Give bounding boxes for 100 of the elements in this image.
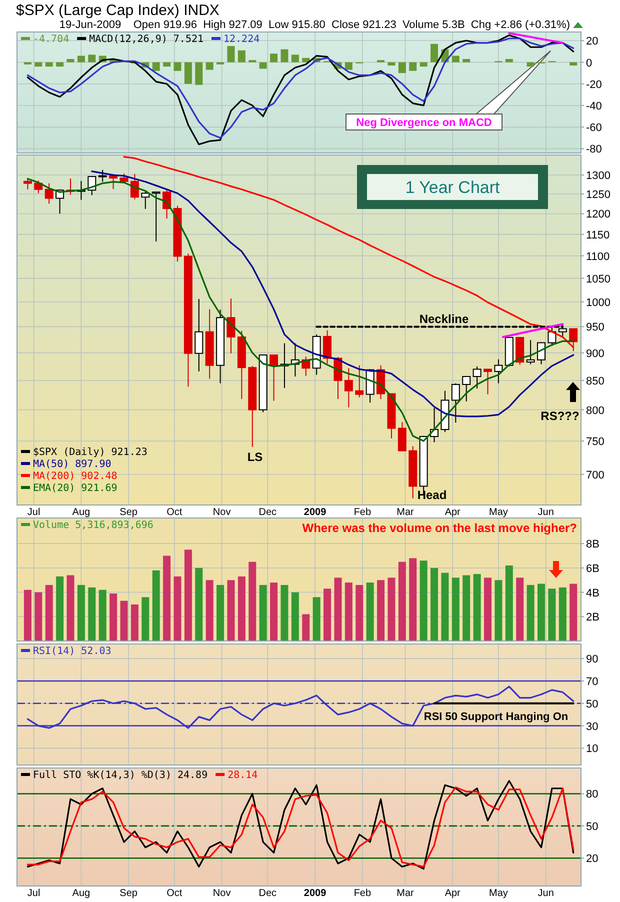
bar <box>248 562 256 641</box>
bar <box>344 582 352 641</box>
bar <box>130 604 138 641</box>
x-tick-label: Mar <box>396 888 414 899</box>
candlestick <box>462 376 471 402</box>
bar <box>570 62 578 66</box>
y-tick-label: 50 <box>586 820 598 833</box>
bar <box>24 590 32 641</box>
bar <box>238 50 246 62</box>
bar <box>334 578 342 641</box>
y-tick-label: -20 <box>586 78 602 91</box>
y-tick-label: 1250 <box>586 189 610 201</box>
bar <box>66 575 74 641</box>
legend-label: RSI(14) 52.03 <box>33 646 112 657</box>
x-tick-label: Jun <box>538 888 554 899</box>
legend-label: 28.14 <box>228 770 258 781</box>
bar <box>570 584 578 641</box>
legend-label: 12.224 <box>224 34 260 45</box>
candlestick <box>98 169 107 182</box>
x-tick-label: 2009 <box>304 888 327 899</box>
candlestick <box>44 182 54 204</box>
bar <box>526 584 534 641</box>
y-tick-label: 10 <box>586 743 598 756</box>
bar <box>388 62 396 66</box>
bar <box>462 575 470 641</box>
x-tick-label: Nov <box>212 507 231 518</box>
bar <box>120 600 128 641</box>
annotation: Neg Divergence on MACD <box>356 117 492 129</box>
bar <box>558 587 566 641</box>
x-tick-label: Jul <box>27 888 40 899</box>
bar <box>227 580 235 641</box>
legend-label: $SPX (Daily) 921.23 <box>33 447 148 458</box>
bar <box>45 62 53 67</box>
bar <box>430 568 438 641</box>
bar <box>452 56 460 62</box>
bar <box>163 556 171 641</box>
candlestick <box>537 342 546 365</box>
bar <box>484 578 492 641</box>
bar <box>302 58 310 62</box>
bar <box>291 592 299 641</box>
x-tick-label: Oct <box>166 507 182 518</box>
line-series <box>123 156 574 348</box>
x-tick-label: Aug <box>72 507 90 518</box>
bar <box>312 597 320 641</box>
bar <box>195 568 203 641</box>
y-tick-label: 80 <box>586 788 598 801</box>
annotation: Neckline <box>419 312 470 326</box>
bar <box>66 59 74 62</box>
x-tick-label: May <box>489 507 508 518</box>
x-tick-label: Dec <box>258 507 277 518</box>
candlestick <box>472 366 482 389</box>
legend-label: Full STO %K(14,3) %D(3) 24.89 <box>33 770 208 781</box>
y-tick-label: 4B <box>586 587 600 600</box>
bar <box>505 565 513 641</box>
bar <box>152 62 160 71</box>
bar <box>174 576 182 641</box>
y-tick-label: 2B <box>586 612 600 624</box>
bar <box>184 550 192 641</box>
legend-label: MA(50) 897.90 <box>33 459 112 470</box>
y-tick-label: 850 <box>586 375 604 388</box>
bar <box>142 597 150 641</box>
candlestick <box>270 354 278 402</box>
bar <box>398 562 406 641</box>
candlestick <box>34 180 43 194</box>
bar <box>280 584 288 641</box>
bar <box>441 572 449 641</box>
y-tick-label: 8B <box>586 538 600 551</box>
bar <box>388 578 396 641</box>
candlestick <box>494 358 503 384</box>
legend-label: -4.704 <box>33 34 70 45</box>
bar <box>184 62 192 84</box>
bar <box>356 584 364 641</box>
bar <box>538 584 546 641</box>
y-tick-label: 90 <box>586 654 598 666</box>
y-tick-label: 1050 <box>586 273 610 286</box>
bar <box>238 576 246 641</box>
y-tick-label: 1000 <box>586 296 610 309</box>
y-tick-label: 6B <box>586 562 600 575</box>
bar <box>152 570 160 641</box>
bar <box>34 62 42 67</box>
annotation: Where was the volume on the last move higher? <box>302 521 577 535</box>
candlestick <box>484 368 492 395</box>
bar <box>227 46 235 62</box>
legend-label: MA(200) 902.48 <box>33 471 118 482</box>
bar <box>377 580 385 641</box>
candlestick <box>23 178 32 190</box>
candlestick <box>323 330 332 364</box>
y-tick-label: 1300 <box>586 170 610 182</box>
bar <box>270 582 278 641</box>
bar <box>324 588 332 641</box>
bar <box>462 59 470 62</box>
bar <box>98 590 106 641</box>
candlestick <box>344 368 353 408</box>
annotation: RS??? <box>540 409 580 423</box>
bar <box>259 62 267 69</box>
bar <box>366 582 374 641</box>
legend-label: Volume 5,316,893,696 <box>33 520 154 531</box>
x-tick-label: May <box>489 888 508 899</box>
candlestick <box>398 422 406 452</box>
chart-subtitle: 19-Jun-2009 Open 919.96 High 927.09 Low 915.80 Close 921.23 Volume 5.3B Chg +2.86 (+0.31%) <box>59 19 570 31</box>
